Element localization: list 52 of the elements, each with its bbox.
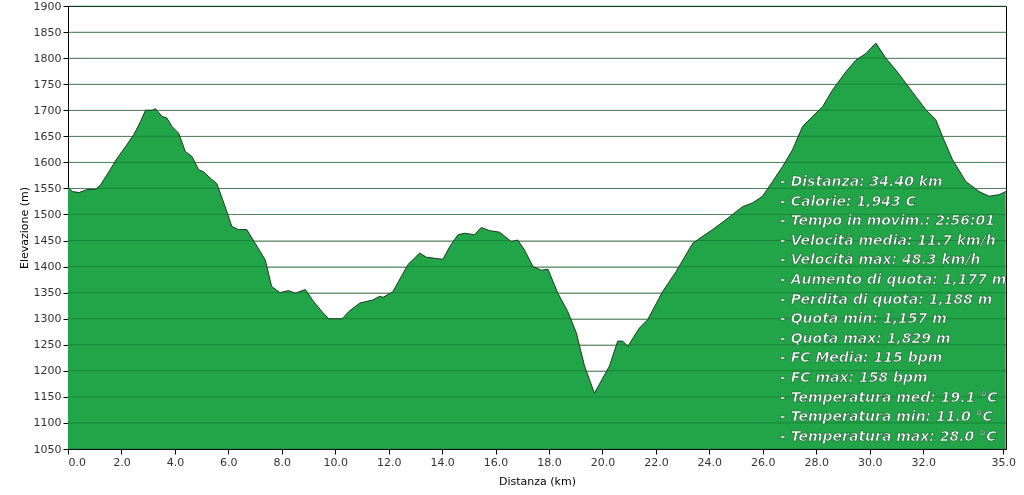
x-tick-label: 10.0 (323, 455, 348, 469)
annotation: - FC Media: 115 bpm (780, 349, 943, 366)
annotation: - Aumento di quota: 1,177 m (780, 271, 1007, 287)
y-tick-label: 1200 (33, 364, 62, 378)
y-tick-label: 1650 (33, 129, 62, 143)
x-tick-label: 18.0 (537, 455, 562, 469)
annotation: - Calorie: 1,943 C (780, 192, 917, 209)
y-tick-label: 1500 (33, 207, 62, 221)
x-axis-title: Distanza (km) (499, 474, 576, 488)
y-tick-label: 1700 (33, 103, 62, 117)
y-tick-label: 1150 (33, 390, 62, 404)
x-tick-label: 6.0 (220, 455, 238, 469)
annotation: - Distanza: 34.40 km (780, 173, 943, 189)
annotation: - Temperatura med: 19.1 °C (780, 388, 999, 405)
x-tick-label: 35.0 (991, 455, 1017, 469)
y-tick-label: 1250 (33, 338, 62, 352)
y-tick-label: 1750 (33, 77, 62, 91)
x-tick-label: 24.0 (697, 455, 723, 469)
annotation: - Perdita di quota: 1,188 m (780, 290, 993, 307)
x-tick-label: 32.0 (911, 455, 936, 469)
annotation: - Temperatura min: 11.0 °C (780, 408, 994, 425)
annotation: - Velocità media: 11.7 km/h (780, 231, 996, 248)
x-tick-label: 4.0 (166, 455, 185, 469)
x-tick-label: 0.0 (68, 455, 86, 469)
x-tick-label: 30.0 (857, 455, 883, 469)
x-tick-label: 12.0 (376, 455, 402, 469)
annotation: - Tempo in movim.: 2:56:01 (780, 212, 996, 229)
x-tick-label: 22.0 (644, 455, 669, 469)
x-tick-label: 16.0 (483, 455, 509, 469)
annotation: - Temperatura max: 28.0 °C (780, 427, 998, 444)
annotation: - Quota max: 1,829 m (780, 329, 951, 346)
x-tick-label: 20.0 (590, 455, 616, 469)
y-tick-label: 1800 (33, 51, 62, 65)
annotation: - Velocità max: 48.3 km/h (780, 251, 981, 268)
y-tick-label: 1600 (33, 155, 62, 169)
x-tick-label: 2.0 (113, 455, 131, 469)
annotation: - Quota min: 1,157 m (780, 310, 947, 327)
y-tick-label: 1300 (33, 312, 62, 326)
y-tick-label: 1900 (33, 0, 62, 13)
y-tick-label: 1050 (33, 442, 62, 456)
y-tick-label: 1450 (33, 234, 62, 248)
y-tick-label: 1100 (33, 416, 62, 430)
x-tick-label: 8.0 (273, 455, 292, 469)
y-tick-label: 1400 (33, 260, 62, 274)
x-tick-label: 28.0 (804, 455, 830, 469)
y-tick-label: 1550 (33, 181, 62, 195)
y-axis-title: Elevazione (m) (17, 186, 31, 270)
x-tick-label: 26.0 (751, 455, 776, 469)
x-tick-label: 14.0 (430, 455, 455, 469)
y-tick-label: 1350 (33, 286, 62, 300)
y-tick-label: 1850 (33, 25, 62, 39)
annotation: - FC max: 158 bpm (780, 369, 928, 385)
